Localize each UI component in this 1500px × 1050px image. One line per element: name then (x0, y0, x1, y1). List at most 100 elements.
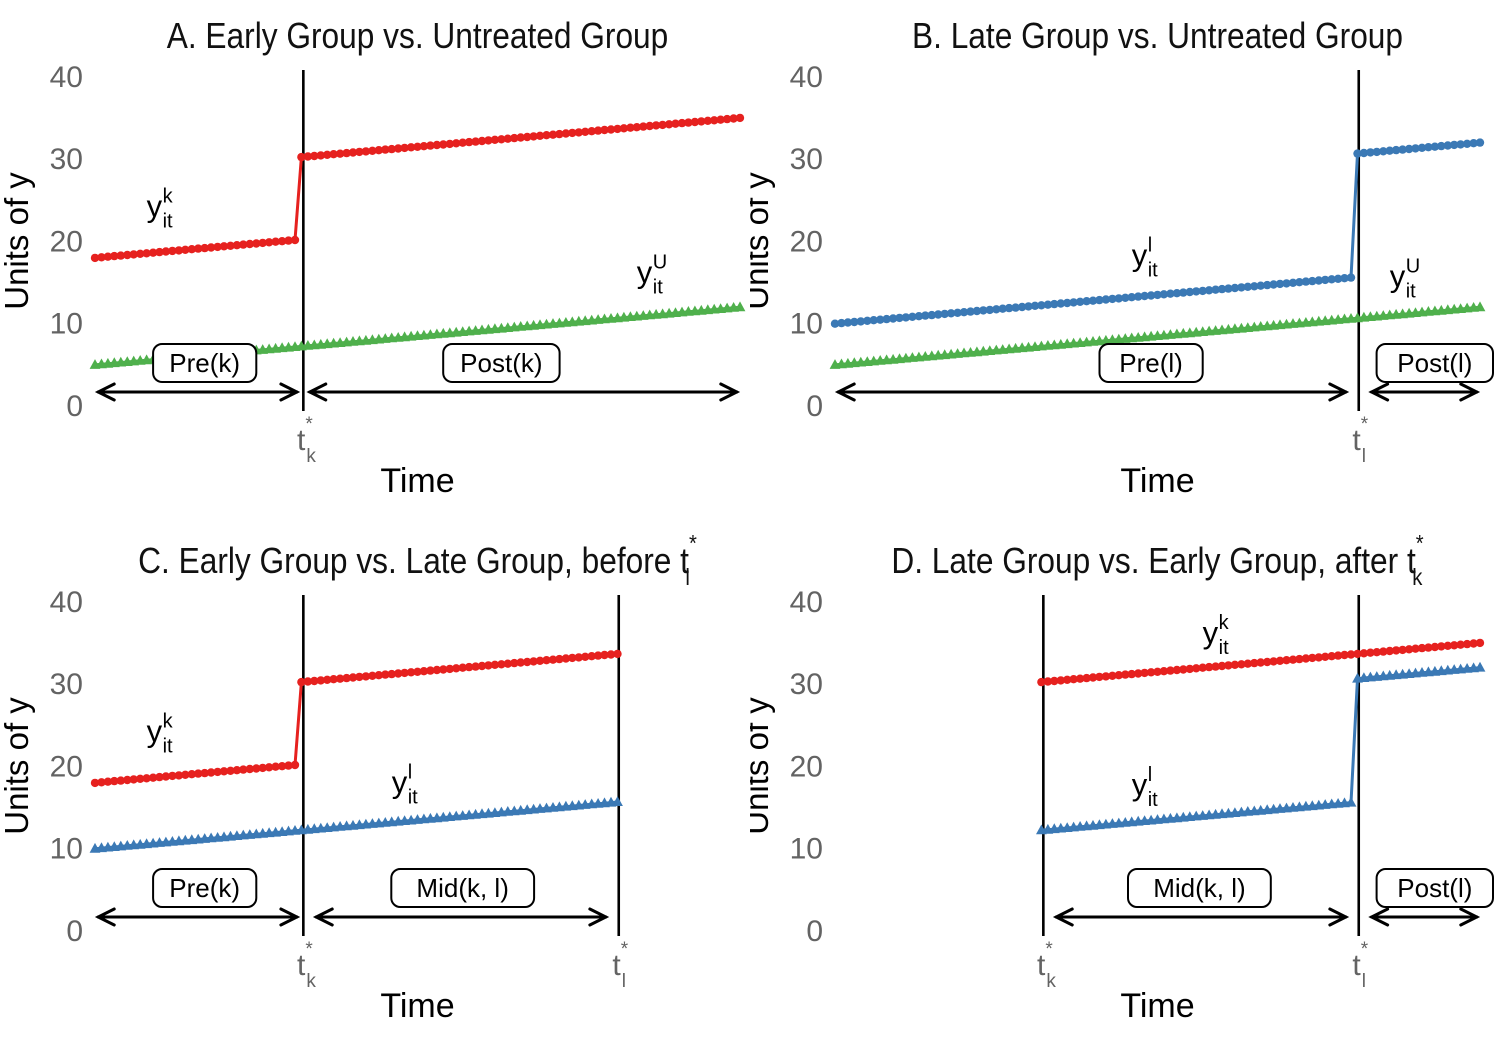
curve-label-base: y (1203, 615, 1219, 650)
t-star-sup: * (1045, 939, 1053, 960)
y-axis-label: Units of y (0, 697, 35, 835)
t-star-base: t (612, 949, 621, 982)
series-markers-late-group (830, 138, 1485, 328)
period-label: Post(k) (460, 348, 542, 378)
y-tick-label: 10 (790, 833, 823, 866)
period-box (1375, 868, 1494, 908)
series-markers-early-group (90, 113, 745, 263)
curve-label-base: y (1132, 767, 1148, 802)
t-star-sub: l (1362, 446, 1366, 467)
period-box (152, 343, 258, 383)
curve-label-sup: U (1406, 256, 1420, 278)
t-star-base: t (1352, 949, 1361, 982)
period-label: Post(l) (1397, 873, 1472, 903)
span-arrow (1368, 382, 1481, 402)
period-box (1375, 343, 1494, 383)
span-arrow (306, 382, 741, 402)
period-label: Mid(k, l) (416, 873, 508, 903)
t-star-sup: * (305, 414, 313, 435)
panel-early-vs-late: C. Early Group vs. Late Group, before t*… (0, 525, 750, 1050)
curve-label-base: y (147, 189, 163, 224)
y-axis-label: Units of y (750, 172, 775, 310)
t-star-base: t (1037, 949, 1046, 982)
series-line-early-group (94, 652, 618, 785)
period-box (390, 868, 536, 908)
curve-label-sup: l (1148, 764, 1152, 786)
curve-label-sub: it (163, 211, 173, 233)
period-label: Mid(k, l) (1153, 873, 1245, 903)
period-box (1127, 868, 1272, 908)
series-markers-late-group (1036, 661, 1486, 835)
series-markers-early-group (1037, 638, 1485, 687)
span-arrow (1368, 907, 1481, 927)
curve-label-sub: it (163, 736, 173, 758)
series-markers-early-group (90, 649, 622, 788)
series-line-early-group (94, 116, 741, 260)
t-star-sup: * (1361, 939, 1369, 960)
span-arrow (312, 907, 610, 927)
y-tick-label: 20 (790, 225, 823, 258)
y-tick-label: 40 (50, 61, 83, 94)
panel-D-title: D. Late Group vs. Early Group, after t* k (891, 530, 1424, 591)
y-tick-label: 40 (790, 586, 823, 619)
curve-label-sub: it (1148, 259, 1158, 281)
t-star-sub: k (1046, 971, 1056, 992)
panel-C-chart: C. Early Group vs. Late Group, before t*… (0, 530, 697, 1025)
y-tick-label: 30 (790, 668, 823, 701)
y-tick-label: 20 (790, 750, 823, 783)
t-star-sup: * (621, 939, 629, 960)
y-tick-label: 0 (66, 915, 83, 948)
panel-C-title: C. Early Group vs. Late Group, before t*… (138, 530, 697, 591)
t-star-sup: * (1361, 414, 1369, 435)
y-tick-label: 20 (50, 225, 83, 258)
period-box (1098, 343, 1204, 383)
panel-B-chart: B. Late Group vs. Untreated Group 0 10 20 30… (750, 16, 1494, 500)
y-tick-label: 30 (790, 143, 823, 176)
y-tick-label: 0 (66, 390, 83, 423)
y-tick-label: 30 (50, 668, 83, 701)
panel-early-vs-untreated: A. Early Group vs. Untreated Group 0 10 20 3… (0, 0, 750, 525)
panel-late-vs-untreated: B. Late Group vs. Untreated Group 0 10 20 30… (750, 0, 1500, 525)
curve-label-sub: it (653, 277, 663, 299)
curve-label-base: y (1132, 237, 1148, 272)
period-label: Post(l) (1397, 348, 1472, 378)
span-arrow (94, 382, 301, 402)
curve-label-sub: it (408, 787, 418, 809)
y-tick-label: 0 (806, 915, 823, 948)
period-label: Pre(k) (169, 873, 240, 903)
t-star-base: t (297, 949, 306, 982)
span-arrow (94, 907, 301, 927)
t-star-sub: l (622, 971, 626, 992)
time-axis-label: Time (1120, 462, 1194, 500)
y-tick-label: 0 (806, 390, 823, 423)
curve-label-base: y (392, 765, 408, 800)
y-tick-label: 40 (790, 61, 823, 94)
curve-label-sup: U (653, 252, 667, 274)
curve-label-sup: k (163, 711, 174, 733)
curve-label-base: y (1390, 259, 1406, 294)
t-star-sub: l (1362, 971, 1366, 992)
period-label: Pre(l) (1119, 348, 1183, 378)
t-star-sub: k (306, 971, 316, 992)
y-tick-label: 30 (50, 143, 83, 176)
period-box (442, 343, 561, 383)
y-axis-label: Units of y (0, 172, 35, 310)
curve-label-sub: it (1406, 281, 1416, 303)
t-star-sup: * (305, 939, 313, 960)
curve-label-base: y (637, 255, 653, 290)
curve-label-sup: l (408, 762, 412, 784)
curve-label-sup: k (1219, 612, 1230, 634)
y-tick-label: 40 (50, 586, 83, 619)
curve-label-sub: it (1148, 789, 1158, 811)
panel-late-vs-early: D. Late Group vs. Early Group, after t* k… (750, 525, 1500, 1050)
panel-A-chart: A. Early Group vs. Untreated Group 0 10 20 3… (0, 16, 746, 500)
t-star-base: t (1352, 424, 1361, 457)
curve-label-sup: l (1148, 234, 1152, 256)
panel-A-title: A. Early Group vs. Untreated Group (167, 16, 669, 56)
y-tick-label: 10 (50, 308, 83, 341)
curve-label-sub: it (1219, 637, 1229, 659)
span-arrow (1052, 907, 1350, 927)
y-tick-label: 10 (790, 308, 823, 341)
t-star-base: t (297, 424, 306, 457)
